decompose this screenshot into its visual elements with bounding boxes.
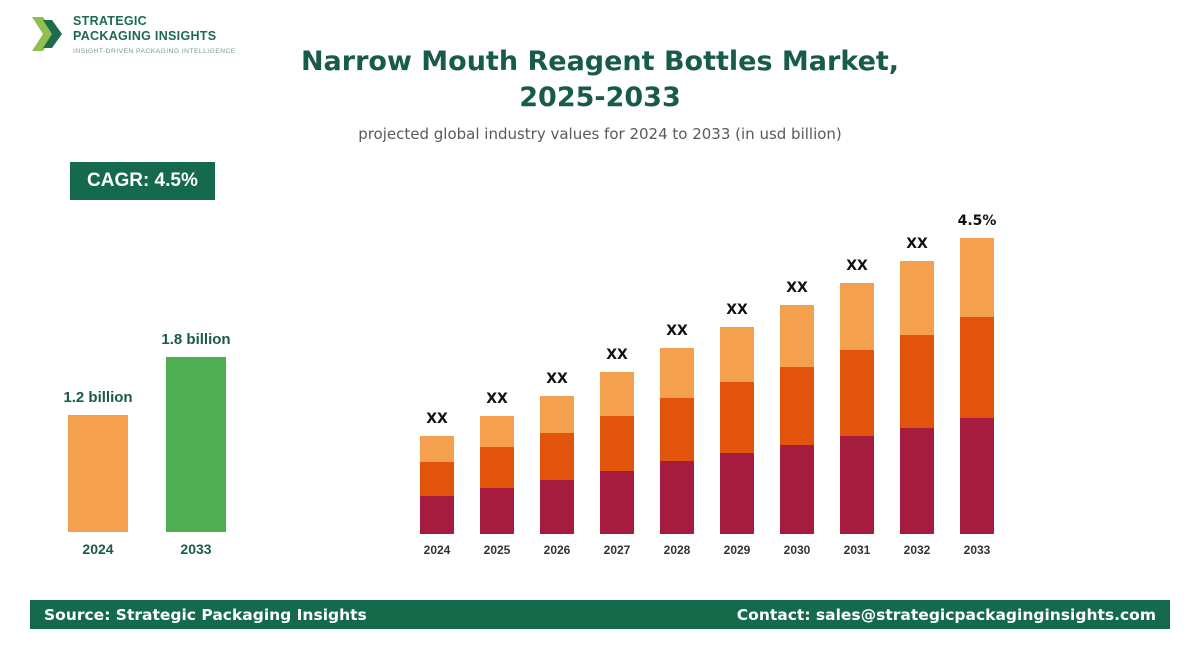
stacked-bar <box>780 305 814 534</box>
bar-year-label: 2032 <box>903 543 931 557</box>
footer-bar: Source: Strategic Packaging Insights Con… <box>30 600 1170 629</box>
bar-year-label: 2025 <box>483 543 511 557</box>
bar-segment-lower <box>780 445 814 534</box>
bar-year-label: 2033 <box>963 543 991 557</box>
bar-segment-middle <box>660 398 694 461</box>
bar-year-label: 2029 <box>723 543 751 557</box>
bar-segment-upper <box>840 283 874 350</box>
logo-line1: STRATEGIC <box>73 14 147 28</box>
bar-value-label: XX <box>666 323 688 339</box>
stacked-bar <box>660 348 694 534</box>
stacked-bar-group: XX 2027 <box>587 213 647 557</box>
stacked-bar <box>540 396 574 534</box>
bar-segment-middle <box>900 335 934 428</box>
bar-segment-lower <box>960 418 994 534</box>
bar-segment-upper <box>960 238 994 317</box>
bar-year-label: 2027 <box>603 543 631 557</box>
mini-chart: 1.2 billion 2024 1.8 billion 2033 <box>62 331 232 557</box>
bar-segment-upper <box>480 416 514 447</box>
bar-segment-upper <box>900 261 934 335</box>
stacked-bar-group: XX 2031 <box>827 213 887 557</box>
bar-segment-middle <box>960 317 994 418</box>
bar-segment-upper <box>600 372 634 416</box>
stacked-bar <box>480 416 514 534</box>
footer-source: Source: Strategic Packaging Insights <box>44 605 367 624</box>
bar-segment-upper <box>720 327 754 382</box>
bar-segment-lower <box>900 428 934 534</box>
logo-line2: PACKAGING INSIGHTS <box>73 29 217 43</box>
logo-tagline: INSIGHT-DRIVEN PACKAGING INTELLIGENCE <box>73 48 236 55</box>
cagr-badge: CAGR: 4.5% <box>70 162 215 200</box>
bar-year-label: 2028 <box>663 543 691 557</box>
logo-text: STRATEGIC PACKAGING INSIGHTS INSIGHT-DRI… <box>73 14 236 55</box>
mini-bar-group: 1.8 billion 2033 <box>160 331 232 557</box>
mini-bar-value-label: 1.8 billion <box>161 331 231 348</box>
bar-segment-middle <box>600 416 634 471</box>
mini-bar-group: 1.2 billion 2024 <box>62 389 134 557</box>
stacked-bar <box>960 238 994 534</box>
stacked-bar-group: XX 2030 <box>767 213 827 557</box>
bar-value-label: XX <box>906 236 928 252</box>
bar-segment-lower <box>720 453 754 534</box>
stacked-bar-group: 4.5% 2033 <box>947 213 1007 557</box>
bar-segment-middle <box>480 447 514 488</box>
bar-segment-middle <box>420 462 454 496</box>
page-subtitle: projected global industry values for 202… <box>358 125 842 143</box>
bar-segment-middle <box>540 433 574 480</box>
bar-value-label: 4.5% <box>957 213 997 229</box>
mini-bar-value-label: 1.2 billion <box>63 389 133 406</box>
bar-segment-upper <box>660 348 694 398</box>
bar-segment-lower <box>600 471 634 534</box>
bar-value-label: XX <box>486 391 508 407</box>
bar-segment-upper <box>420 436 454 462</box>
stacked-bar <box>900 261 934 534</box>
bar-year-label: 2026 <box>543 543 571 557</box>
bar-segment-upper <box>780 305 814 367</box>
page-title-line1: Narrow Mouth Reagent Bottles Market, <box>300 46 900 77</box>
bar-year-label: 2024 <box>423 543 451 557</box>
bar-value-label: XX <box>546 371 568 387</box>
page-title-line2: 2025-2033 <box>519 82 681 113</box>
bar-segment-lower <box>840 436 874 534</box>
stacked-bar <box>600 372 634 534</box>
bar-segment-upper <box>540 396 574 433</box>
bar-value-label: XX <box>786 280 808 296</box>
stacked-bar-group: XX 2026 <box>527 213 587 557</box>
mini-bar <box>166 357 226 532</box>
bar-segment-middle <box>720 382 754 453</box>
main-chart: XX 2024 XX 2025 XX 2026 XX 2027 XX 2028 XX 2029 XX 20… <box>407 213 1007 557</box>
mini-bar-year-label: 2033 <box>180 541 212 557</box>
stacked-bar-group: XX 2028 <box>647 213 707 557</box>
header: Narrow Mouth Reagent Bottles Market, 202… <box>0 44 1200 143</box>
stacked-bar <box>840 283 874 534</box>
bar-value-label: XX <box>606 347 628 363</box>
logo-chevron-icon <box>30 14 64 59</box>
bar-segment-middle <box>840 350 874 436</box>
stacked-bar <box>420 436 454 534</box>
mini-bar-year-label: 2024 <box>82 541 114 557</box>
bar-value-label: XX <box>426 411 448 427</box>
bar-segment-lower <box>660 461 694 534</box>
footer-contact: Contact: sales@strategicpackaginginsight… <box>736 605 1156 624</box>
bar-segment-lower <box>480 488 514 534</box>
bar-segment-lower <box>420 496 454 534</box>
bar-value-label: XX <box>726 302 748 318</box>
stacked-bar-group: XX 2032 <box>887 213 947 557</box>
bar-segment-lower <box>540 480 574 534</box>
stacked-bar <box>720 327 754 534</box>
bar-value-label: XX <box>846 258 868 274</box>
stacked-bar-group: XX 2025 <box>467 213 527 557</box>
mini-bar <box>68 415 128 532</box>
bar-year-label: 2031 <box>843 543 871 557</box>
bar-segment-middle <box>780 367 814 445</box>
brand-logo: STRATEGIC PACKAGING INSIGHTS INSIGHT-DRI… <box>30 14 236 59</box>
stacked-bar-group: XX 2024 <box>407 213 467 557</box>
bar-year-label: 2030 <box>783 543 811 557</box>
stacked-bar-group: XX 2029 <box>707 213 767 557</box>
